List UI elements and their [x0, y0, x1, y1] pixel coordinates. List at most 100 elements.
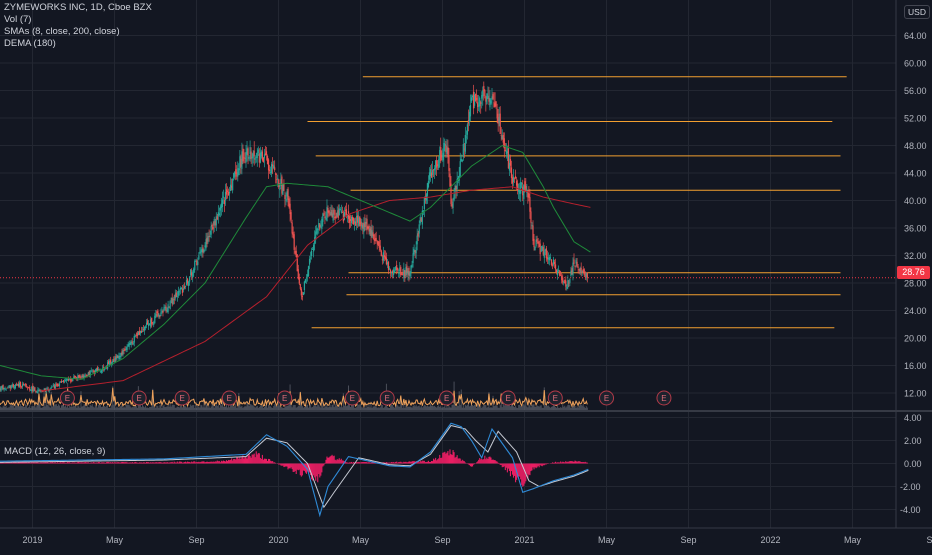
x-tick-label: 2022: [760, 535, 780, 545]
candle-body: [578, 269, 580, 271]
currency-button[interactable]: USD: [904, 5, 930, 19]
volume-legend[interactable]: Vol (7): [4, 14, 32, 25]
candle-body: [359, 216, 361, 225]
candle-body: [455, 185, 457, 190]
candle-body: [288, 198, 290, 208]
candle-body: [549, 257, 552, 259]
candle-body: [569, 278, 571, 283]
candle-body: [118, 355, 120, 360]
candle-body: [522, 186, 524, 196]
candle-body: [407, 270, 409, 275]
candle-body: [158, 313, 160, 317]
candle-body: [57, 384, 60, 386]
candle-body: [511, 177, 514, 184]
candle-body: [570, 270, 572, 276]
candle-body: [298, 277, 300, 284]
candle-body: [447, 146, 449, 158]
earnings-circle: [131, 390, 147, 406]
candle-body: [486, 93, 488, 104]
y-tick-label: 20.00: [904, 334, 927, 344]
candle-body: [77, 375, 79, 380]
candle-body: [330, 211, 332, 216]
candle-body: [161, 310, 163, 313]
candle-body: [374, 238, 376, 242]
candle-body: [463, 148, 465, 150]
dema-legend[interactable]: DEMA (180): [4, 38, 56, 49]
candle-body: [91, 370, 93, 372]
candle-body: [233, 173, 235, 178]
sma-legend[interactable]: SMAs (8, close, 200, close): [4, 26, 120, 37]
symbol-title[interactable]: ZYMEWORKS INC, 1D, Cboe BZX: [4, 2, 152, 13]
candle-body: [307, 266, 310, 276]
candle-body: [411, 264, 413, 267]
candle-body: [322, 213, 324, 222]
candle-body: [84, 375, 86, 377]
candle-body: [0, 387, 2, 392]
macd-title[interactable]: MACD (12, 26, close, 9): [4, 446, 106, 457]
macd-pane: [0, 422, 589, 518]
candle-body: [383, 255, 385, 258]
candle-body: [167, 304, 169, 313]
candle-body: [291, 222, 293, 234]
candle-body: [183, 286, 186, 289]
y-tick-label: 60.00: [904, 59, 927, 69]
candle-body: [34, 387, 36, 390]
candle-body: [157, 310, 159, 317]
candle-body: [10, 385, 12, 388]
candle-body: [121, 351, 123, 355]
candle-body: [15, 383, 17, 385]
candle-body: [151, 317, 153, 325]
candle-body: [201, 248, 203, 253]
candle-body: [566, 286, 568, 289]
candle-body: [446, 147, 448, 154]
candle-body: [248, 156, 250, 159]
candle-body: [362, 222, 364, 229]
candle-body: [19, 381, 22, 387]
candle-body: [321, 218, 323, 229]
candle-body: [114, 357, 116, 363]
candle-body: [579, 268, 581, 272]
candle-body: [238, 168, 240, 171]
candle-body: [246, 148, 248, 155]
earnings-marker: E: [599, 390, 615, 406]
candle-body: [89, 370, 91, 377]
candle-body: [139, 330, 142, 334]
candle-body: [245, 151, 247, 163]
candle-body: [424, 197, 426, 200]
candle-body: [209, 235, 211, 238]
candle-body: [469, 105, 472, 117]
earnings-label: E: [136, 394, 141, 403]
candle-body: [415, 247, 417, 254]
candle-body: [100, 370, 103, 373]
candle-body: [251, 157, 253, 159]
earnings-circle: [174, 390, 190, 406]
candle-body: [472, 91, 475, 109]
candle-body: [443, 142, 445, 158]
candle-body: [444, 144, 446, 146]
candle-body: [509, 159, 512, 166]
candle-body: [335, 216, 337, 219]
candle-body: [95, 368, 97, 372]
earnings-marker: E: [500, 390, 516, 406]
macd-y-tick-label: 2.00: [904, 436, 922, 446]
candle-body: [174, 294, 176, 299]
candle-body: [143, 326, 146, 331]
candle-body: [394, 270, 396, 273]
candle-body: [548, 257, 550, 261]
candle-body: [142, 329, 145, 331]
y-tick-label: 12.00: [904, 389, 927, 399]
y-tick-label: 24.00: [904, 306, 927, 316]
y-tick-label: 44.00: [904, 169, 927, 179]
candle-body: [113, 359, 115, 362]
x-tick-label: May: [598, 535, 616, 545]
candle-body: [221, 199, 224, 208]
earnings-circle: [379, 390, 395, 406]
candle-body: [110, 359, 112, 363]
candle-body: [79, 376, 81, 378]
candle-body: [399, 267, 401, 272]
candle-body: [189, 276, 191, 282]
candle-body: [302, 292, 304, 296]
earnings-label: E: [227, 394, 232, 403]
candle-body: [277, 178, 279, 179]
candle-body: [88, 371, 90, 375]
